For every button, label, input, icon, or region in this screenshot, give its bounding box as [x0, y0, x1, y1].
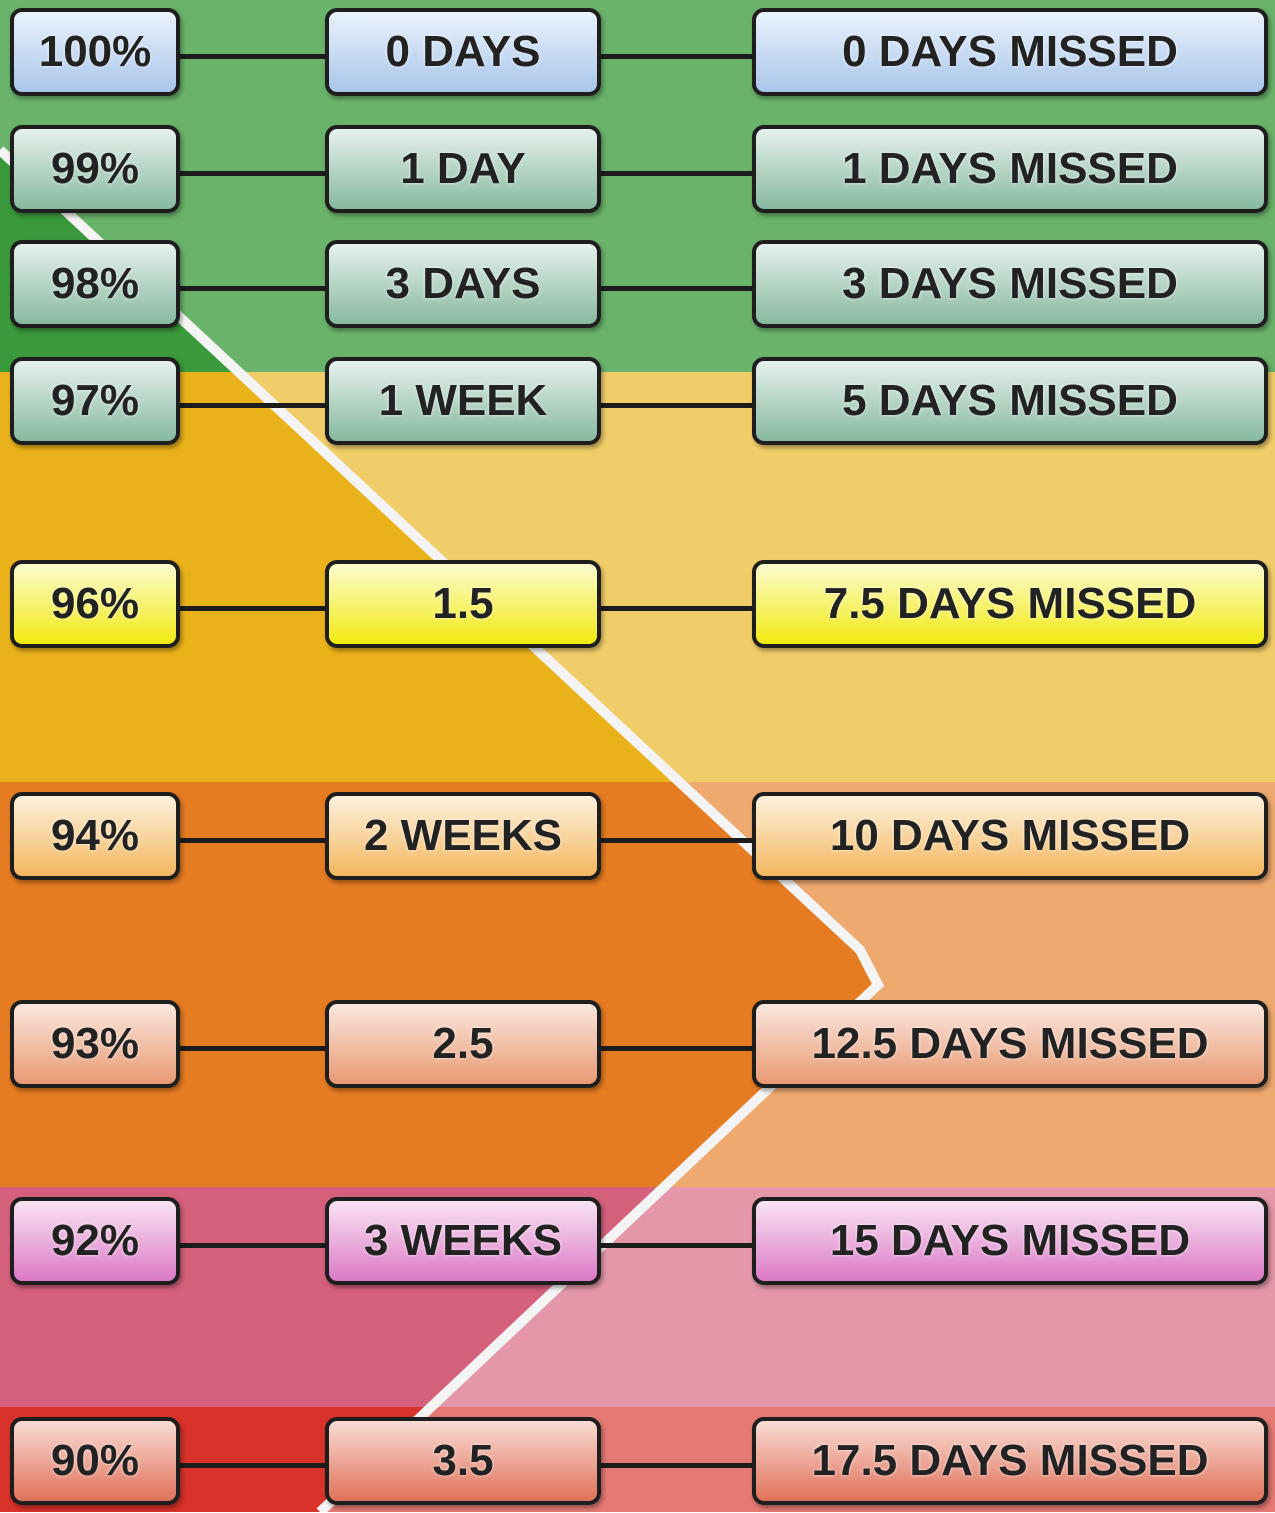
connector: [598, 171, 754, 176]
row: 90% 3.5 17.5 DAYS MISSED: [0, 1417, 1275, 1513]
duration-box: 2 WEEKS: [325, 792, 601, 880]
connector: [598, 286, 754, 291]
connector: [178, 1463, 328, 1468]
connector: [598, 403, 754, 408]
row: 100% 0 DAYS 0 DAYS MISSED: [0, 8, 1275, 104]
percent-box: 98%: [10, 240, 180, 328]
duration-box: 3 WEEKS: [325, 1197, 601, 1285]
percent-box: 90%: [10, 1417, 180, 1505]
missed-box: 3 DAYS MISSED: [752, 240, 1268, 328]
missed-box: 5 DAYS MISSED: [752, 357, 1268, 445]
connector: [598, 606, 754, 611]
percent-box: 99%: [10, 125, 180, 213]
percent-box: 93%: [10, 1000, 180, 1088]
missed-box: 0 DAYS MISSED: [752, 8, 1268, 96]
duration-box: 3.5: [325, 1417, 601, 1505]
row: 92% 3 WEEKS 15 DAYS MISSED: [0, 1197, 1275, 1293]
row: 98% 3 DAYS 3 DAYS MISSED: [0, 240, 1275, 336]
row: 96% 1.5 7.5 DAYS MISSED: [0, 560, 1275, 656]
duration-box: 0 DAYS: [325, 8, 601, 96]
duration-box: 1 WEEK: [325, 357, 601, 445]
percent-box: 94%: [10, 792, 180, 880]
connector: [178, 403, 328, 408]
connector: [178, 171, 328, 176]
missed-box: 17.5 DAYS MISSED: [752, 1417, 1268, 1505]
connector: [178, 1046, 328, 1051]
connector: [598, 1463, 754, 1468]
missed-box: 10 DAYS MISSED: [752, 792, 1268, 880]
row: 94% 2 WEEKS 10 DAYS MISSED: [0, 792, 1275, 888]
page: 100% 0 DAYS 0 DAYS MISSED 99% 1 DAY 1 DAYS MI…: [0, 0, 1275, 1512]
missed-box: 15 DAYS MISSED: [752, 1197, 1268, 1285]
connector: [178, 54, 328, 59]
connector: [178, 1243, 328, 1248]
duration-box: 2.5: [325, 1000, 601, 1088]
connector: [598, 54, 754, 59]
connector: [178, 838, 328, 843]
missed-box: 7.5 DAYS MISSED: [752, 560, 1268, 648]
row: 97% 1 WEEK 5 DAYS MISSED: [0, 357, 1275, 453]
duration-box: 1 DAY: [325, 125, 601, 213]
connector: [178, 286, 328, 291]
missed-box: 1 DAYS MISSED: [752, 125, 1268, 213]
missed-box: 12.5 DAYS MISSED: [752, 1000, 1268, 1088]
percent-box: 92%: [10, 1197, 180, 1285]
percent-box: 97%: [10, 357, 180, 445]
connector: [178, 606, 328, 611]
duration-box: 3 DAYS: [325, 240, 601, 328]
row: 99% 1 DAY 1 DAYS MISSED: [0, 125, 1275, 221]
percent-box: 96%: [10, 560, 180, 648]
connector: [598, 838, 754, 843]
row: 93% 2.5 12.5 DAYS MISSED: [0, 1000, 1275, 1096]
connector: [598, 1243, 754, 1248]
percent-box: 100%: [10, 8, 180, 96]
duration-box: 1.5: [325, 560, 601, 648]
connector: [598, 1046, 754, 1051]
